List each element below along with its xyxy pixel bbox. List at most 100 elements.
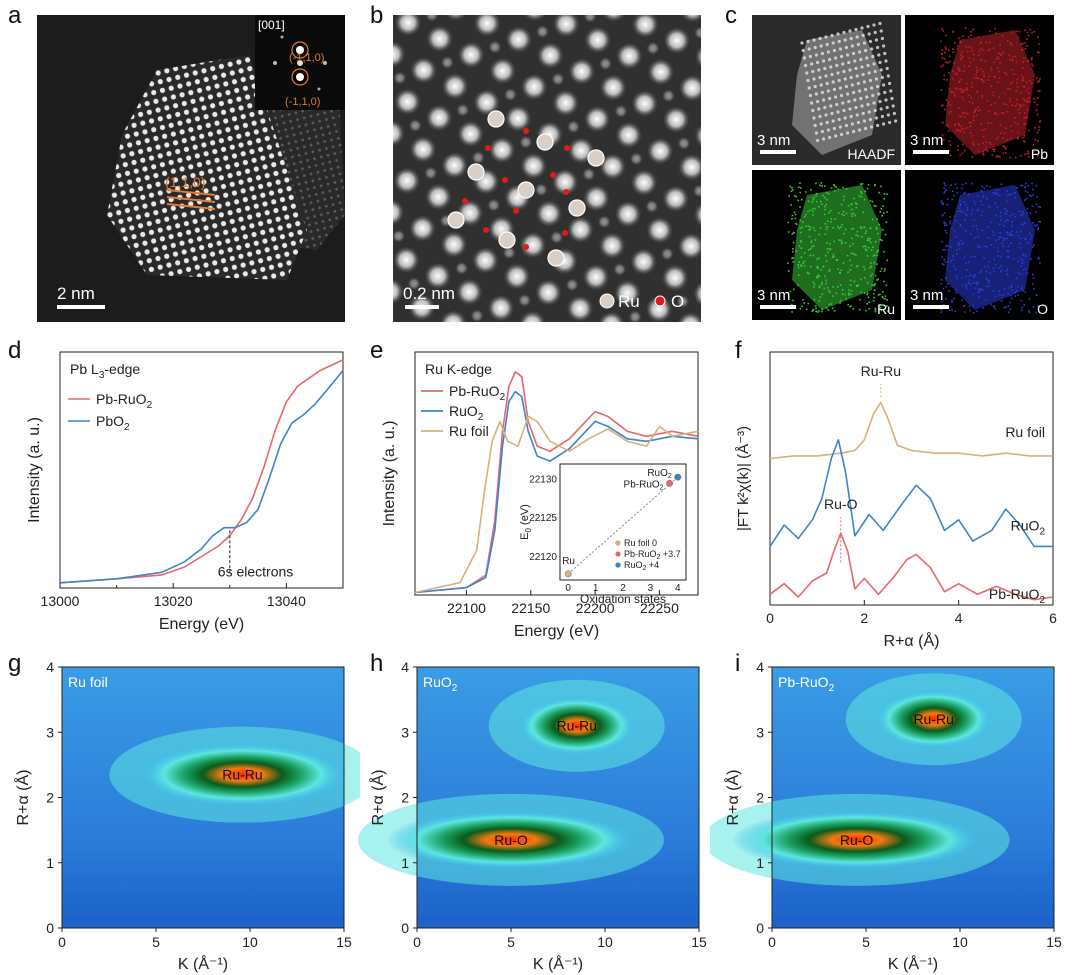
o-atom-marker [502, 177, 508, 183]
x-tick-label: 13020 [154, 593, 193, 609]
x-tick-label: 2 [860, 610, 868, 626]
x-tick-label: 10 [242, 934, 258, 950]
legend-label: Pb-RuO2 [449, 383, 506, 403]
inset-y-tick-label: 22120 [529, 552, 557, 563]
x-tick-label: 0 [58, 934, 66, 950]
inset-point-label: Pb-RuO2 [624, 479, 664, 491]
chart-title: Pb L3-edge [70, 361, 140, 381]
blob-label: Ru-O [494, 832, 528, 848]
inset-x-tick-label: 0 [565, 583, 571, 594]
scale-bar [57, 305, 105, 309]
x-tick-label: 15 [1046, 934, 1062, 950]
series-line-pb-ruo2 [769, 532, 1054, 601]
series-line-ruo2 [769, 439, 1053, 548]
x-axis-label: K (Å⁻¹) [533, 954, 583, 973]
y-tick-label: 1 [401, 855, 409, 871]
fft-spot-label-1: (-1,1,0) [289, 52, 324, 64]
inset-legend-marker [615, 540, 621, 546]
blob-label: Ru-O [840, 832, 874, 848]
eds-map-ru: 3 nm Ru [752, 170, 901, 320]
panel-letter-i: i [735, 650, 741, 677]
panel-h-wavelet: Ru-O Ru-Ru RuO2 0 5 10 15 0 1 2 3 4 K (Å⁻¹) R+α (Å) [358, 659, 707, 973]
series-label: RuO2 [1011, 517, 1046, 537]
panel-letter-e: e [370, 337, 384, 364]
fft-spot-label-2: (-1,1,0) [285, 96, 320, 108]
ru-atom-marker [547, 249, 565, 267]
fft-inset: [001] (-1,1,0) (-1,1,0) [255, 15, 345, 110]
axes-frame [59, 351, 344, 589]
x-tick-label: 22150 [511, 600, 550, 616]
x-tick-label: 5 [152, 934, 160, 950]
x-tick-label: 4 [955, 610, 963, 626]
ru-atom-marker [517, 181, 535, 199]
series-label: Pb-RuO2 [989, 586, 1046, 606]
scale-bar [760, 150, 796, 154]
y-tick-label: 1 [46, 855, 54, 871]
wavelet-blob [386, 809, 636, 870]
y-axis-label: Intensity (a. u.) [26, 417, 43, 523]
legend-label: PbO2 [96, 413, 130, 433]
ru-atom-marker [587, 149, 605, 167]
scale-bar-label: 3 nm [757, 287, 790, 304]
o-atom-marker [462, 198, 468, 204]
annotation-label: 6s electrons [218, 563, 293, 579]
blob-label: Ru-Ru [222, 767, 262, 783]
y-tick-label: 0 [46, 920, 54, 936]
wavelet-blob [731, 809, 982, 870]
y-tick-label: 0 [401, 920, 409, 936]
x-tick-label: 22250 [640, 600, 679, 616]
scale-bar-label: 3 nm [910, 132, 943, 149]
legend-label: Ru foil [449, 423, 489, 439]
y-tick-label: 2 [756, 790, 764, 806]
o-atom-marker [564, 145, 570, 151]
o-atom-marker [550, 172, 556, 178]
inset-point-label: Ru [562, 556, 575, 567]
o-atom-marker [513, 208, 519, 214]
inset-point [564, 570, 572, 578]
o-legend-label: O [671, 292, 684, 311]
panel-d-pb-l3-chart: 13000 13020 13040 Energy (eV) Intensity (a. … [26, 351, 344, 633]
series-line-ruo2 [414, 390, 699, 594]
y-tick-label: 2 [46, 790, 54, 806]
panel-g-wavelet: Ru-Ru Ru foil 0 5 10 15 0 1 2 3 4 K (Å⁻¹) R+α (Å) [13, 659, 360, 973]
wavelet-blob [137, 742, 348, 807]
x-tick-label: 10 [952, 934, 968, 950]
y-axis-label: Intensity (a. u.) [381, 421, 398, 527]
wavelet-title: Ru foil [68, 674, 108, 690]
x-tick-label: 15 [691, 934, 707, 950]
lattice-plane-lines [166, 189, 216, 210]
o-atom-marker [483, 227, 489, 233]
ru-atom-marker [498, 231, 516, 249]
plane-index-label: (1,1,0) [165, 174, 205, 190]
x-tick-label: 15 [336, 934, 352, 950]
x-tick-label: 22200 [576, 600, 615, 616]
inset-x-label: Oxidation states [580, 592, 666, 606]
x-tick-label: 0 [766, 610, 774, 626]
scale-bar [405, 305, 439, 309]
y-tick-label: 1 [756, 855, 764, 871]
o-atom-marker [562, 230, 568, 236]
panel-letter-d: d [8, 337, 22, 364]
y-tick-label: 3 [756, 724, 764, 740]
blob-label: Ru-Ru [557, 718, 597, 734]
eds-map-pb: 3 nm Pb [905, 15, 1054, 165]
y-tick-label: 4 [401, 659, 409, 675]
eds-map-label: Pb [1031, 146, 1048, 162]
ru-atom-marker [568, 199, 586, 217]
eds-map-label: HAADF [848, 146, 895, 162]
panel-letter-b: b [370, 2, 384, 29]
scale-bar-label: 0.2 nm [403, 284, 455, 303]
legend-label: RuO2 [449, 403, 484, 423]
inset-point [674, 473, 682, 481]
eds-map-label: Ru [877, 301, 895, 317]
inset-point [666, 479, 673, 487]
inset-y-label: E0 (eV) [519, 504, 533, 540]
series-line-pbo2 [59, 369, 344, 584]
o-atom-marker [523, 128, 529, 134]
scale-bar-label: 2 nm [57, 284, 95, 303]
axes-frame [414, 351, 699, 596]
inset-legend-marker [615, 562, 621, 568]
inset-y-tick-label: 22125 [529, 513, 557, 524]
ru-legend-marker [599, 293, 615, 309]
wavelet-title: Pb-RuO2 [778, 674, 835, 694]
